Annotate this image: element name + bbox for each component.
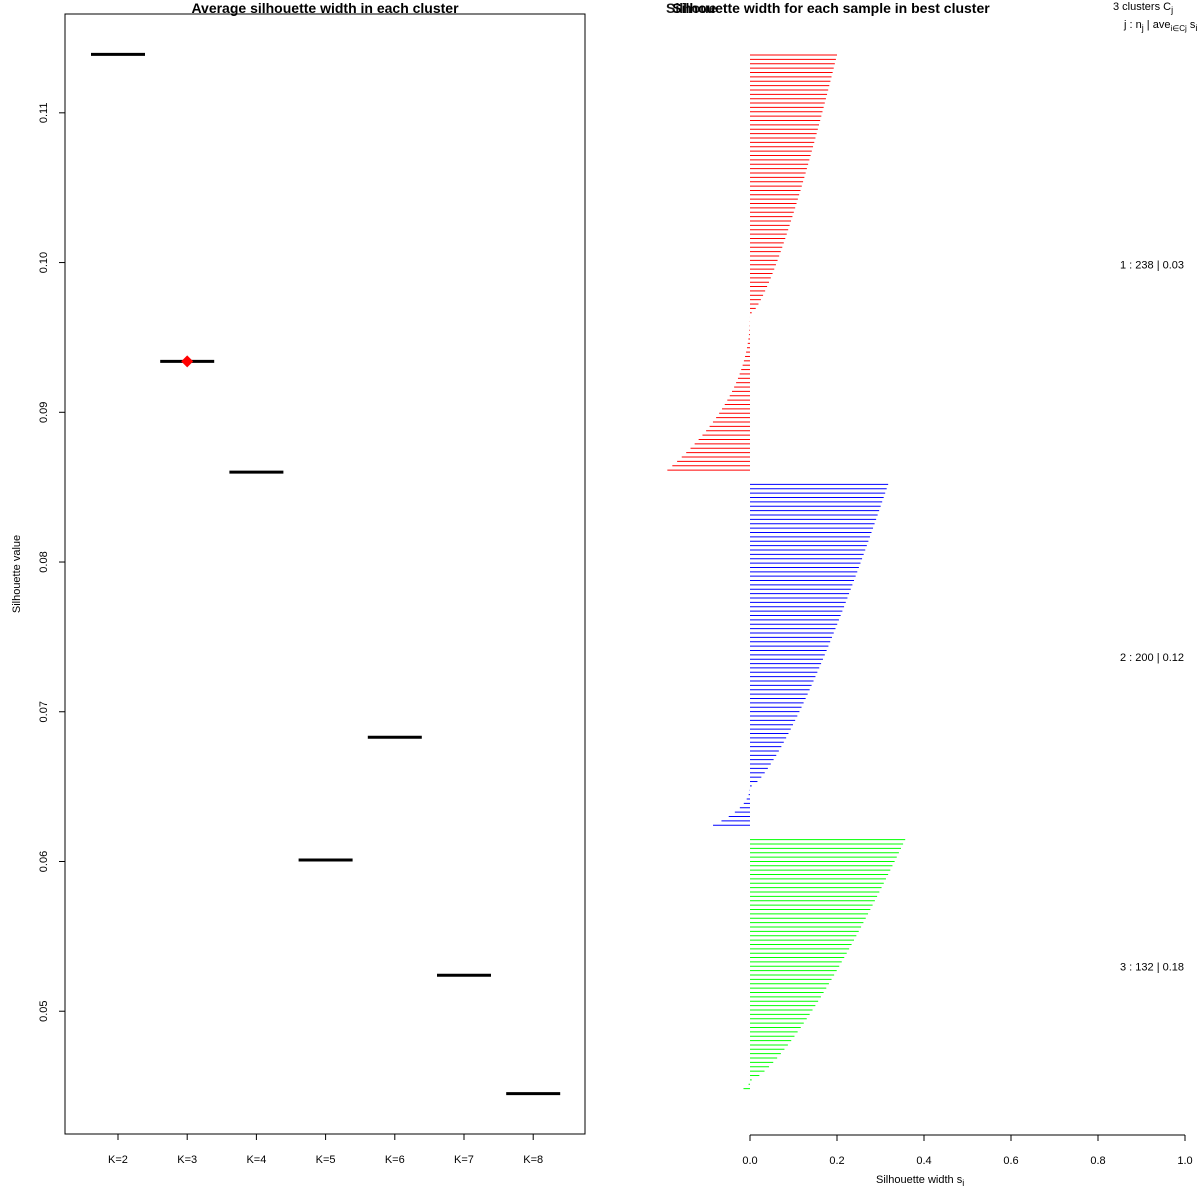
x-tick-label: K=7 xyxy=(454,1154,474,1166)
y-tick-label: 0.06 xyxy=(38,851,50,872)
right-chart-title: Silhouette width for each sample in best… xyxy=(672,0,990,16)
y-tick-label: 0.10 xyxy=(38,252,50,273)
y-tick-label: 0.08 xyxy=(38,551,50,572)
cluster-label: 1 : 238 | 0.03 xyxy=(1120,260,1184,272)
x-tick-label: K=5 xyxy=(316,1154,336,1166)
right-chart-panel: Silhoue Silhouette width for each sample… xyxy=(666,0,1197,1188)
cluster-header-line2: j : nj | avei∈Cj si xyxy=(1123,19,1197,33)
best-k-marker xyxy=(181,355,194,368)
left-plot-frame xyxy=(64,13,586,1135)
y-tick-label: 0.11 xyxy=(38,103,50,124)
x-tick-label: K=2 xyxy=(108,1154,128,1166)
x-tick-label: K=6 xyxy=(385,1154,405,1166)
left-data-marks xyxy=(91,52,561,1096)
right-x-tick-label: 0.4 xyxy=(916,1155,931,1167)
right-x-tick-label: 0.0 xyxy=(742,1155,757,1167)
x-tick-label: K=8 xyxy=(523,1154,543,1166)
right-silhouette-bars xyxy=(667,54,906,1090)
cluster-label: 3 : 132 | 0.18 xyxy=(1120,961,1184,973)
y-tick-label: 0.05 xyxy=(38,1001,50,1022)
left-y-axis: 0.05 0.06 0.07 0.08 0.09 0.10 0.11 xyxy=(38,103,65,1022)
y-tick-label: 0.09 xyxy=(38,402,50,423)
left-x-axis: K=2 K=3 K=4 K=5 K=6 K=7 K=8 xyxy=(108,1134,543,1166)
right-x-tick-label: 0.2 xyxy=(829,1155,844,1167)
y-tick-label: 0.07 xyxy=(38,701,50,722)
right-x-tick-label: 0.8 xyxy=(1090,1155,1105,1167)
left-chart-panel: Average silhouette width in each cluster… xyxy=(11,0,586,1166)
right-x-tick-label: 0.6 xyxy=(1003,1155,1018,1167)
right-x-axis-label: Silhouette width si xyxy=(876,1174,964,1188)
left-y-axis-label: Silhouette value xyxy=(11,535,23,613)
x-tick-label: K=4 xyxy=(246,1154,266,1166)
cluster-label: 2 : 200 | 0.12 xyxy=(1120,652,1184,664)
right-cluster-labels: 1 : 238 | 0.03 2 : 200 | 0.12 3 : 132 | 0.… xyxy=(1120,260,1184,974)
left-chart-title: Average silhouette width in each cluster xyxy=(191,0,459,16)
right-x-axis: 0.0 0.2 0.4 0.6 0.8 1.0 xyxy=(742,1134,1193,1167)
right-x-tick-label: 1.0 xyxy=(1177,1155,1192,1167)
x-tick-label: K=3 xyxy=(177,1154,197,1166)
cluster-header-line1: 3 clusters Cj xyxy=(1113,1,1173,15)
right-chart-title-overlap: Silhoue xyxy=(666,0,717,16)
